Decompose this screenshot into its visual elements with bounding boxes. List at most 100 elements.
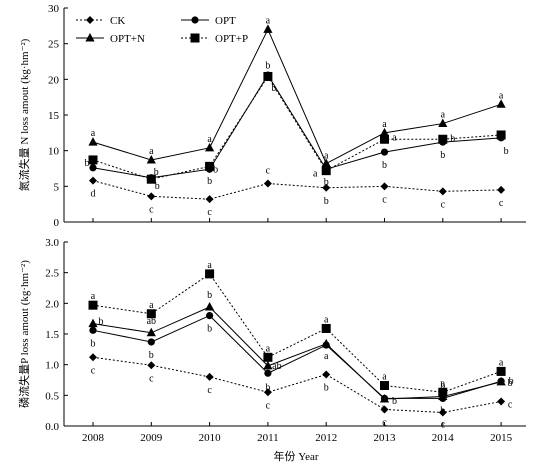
top-significance-label: a xyxy=(266,15,271,26)
bottom-data-point xyxy=(206,312,214,320)
bottom-x-ticks: 2008 2009 2010 2011 2012 2013 2014 2015 xyxy=(82,422,513,444)
bottom-y-ticks: 0.0 0.5 1.0 1.5 2.0 2.5 3.0 xyxy=(45,237,68,433)
top-y-tick-label: 0 xyxy=(54,217,60,229)
top-significance-label: b xyxy=(497,130,502,141)
bottom-y-tick-label: 1.0 xyxy=(45,360,59,372)
legend-marker xyxy=(85,33,95,42)
legend-marker xyxy=(86,16,94,24)
top-data-point xyxy=(497,185,506,194)
bottom-y-tick-label: 3.0 xyxy=(45,237,59,249)
bottom-data-point xyxy=(147,338,155,346)
legend: CK OPT OPT+N OPT+P xyxy=(76,15,248,45)
x-tick-label: 2014 xyxy=(432,432,455,444)
bottom-significance-label: b xyxy=(207,324,212,335)
bottom-significance-label: a xyxy=(149,300,154,311)
bottom-data-point xyxy=(89,326,97,334)
top-significance-label: a xyxy=(392,132,397,143)
bottom-data-point xyxy=(322,370,331,379)
bottom-series-group xyxy=(88,269,506,417)
top-series-group xyxy=(88,24,506,204)
top-significance-label: b xyxy=(324,177,329,188)
bottom-y-tick-label: 2.5 xyxy=(45,268,59,280)
x-tick-label: 2013 xyxy=(374,432,397,444)
top-significance-label: d xyxy=(91,189,96,200)
top-significance-label: a xyxy=(91,128,96,139)
n-loss-panel: 氮流失量 N loss amout (kg·hm⁻²) 0 5 10 15 20 25 30… xyxy=(17,3,526,229)
top-y-tick-label: 20 xyxy=(48,74,60,86)
top-data-point xyxy=(380,182,389,191)
top-significance-label: a xyxy=(324,151,329,162)
p-loss-panel: 磷流失量P loss amout (kg·hm⁻²) 0.0 0.5 1.0 1.5 2… xyxy=(17,237,526,444)
top-significance-label: a xyxy=(499,90,504,101)
bottom-data-point xyxy=(205,302,215,311)
bottom-y-tick-label: 0.0 xyxy=(45,421,59,433)
top-significance-label: a xyxy=(441,110,446,121)
top-y-tick-label: 25 xyxy=(48,39,60,51)
top-significance-label: c xyxy=(266,165,271,176)
top-significance-label: b xyxy=(324,196,329,207)
top-data-point xyxy=(205,142,215,152)
top-data-point xyxy=(322,183,331,192)
bottom-significance-label: b xyxy=(265,382,270,393)
bottom-significance-label: c xyxy=(266,400,271,411)
top-data-point xyxy=(438,187,447,196)
legend-label: OPT+N xyxy=(110,33,145,45)
bottom-significance-label: ab xyxy=(272,361,281,372)
bottom-series-line-opt-plus-p xyxy=(92,273,502,393)
bottom-significance-label: a xyxy=(324,339,329,350)
top-y-tick-label: 15 xyxy=(48,110,60,122)
x-tick-label: 2010 xyxy=(199,432,222,444)
bottom-significance-label: c xyxy=(508,399,513,410)
bottom-significance-label: a xyxy=(266,343,271,354)
bottom-data-point xyxy=(205,372,214,381)
top-significance-label: b xyxy=(265,60,270,71)
top-series-line-opt-plus-p xyxy=(92,75,502,180)
bottom-y-tick-label: 0.5 xyxy=(45,390,59,402)
bottom-significance-label: c xyxy=(91,365,96,376)
top-significance-label: a xyxy=(313,169,318,180)
top-data-point xyxy=(321,166,331,176)
top-y-axis-label: 氮流失量 N loss amout (kg·hm⁻²) xyxy=(17,38,31,191)
bottom-significance-label: c xyxy=(149,373,154,384)
bottom-significance-label: b xyxy=(382,404,387,415)
top-significance-label: c xyxy=(382,194,387,205)
top-significance-label: c xyxy=(441,199,446,210)
x-tick-label: 2012 xyxy=(315,432,337,444)
top-significance-label: a xyxy=(382,119,387,130)
bottom-significance-label: b xyxy=(91,338,96,349)
bottom-data-point xyxy=(263,360,273,370)
bottom-significance-label: a xyxy=(499,357,504,368)
top-data-point xyxy=(438,134,448,144)
bottom-y-tick-label: 2.0 xyxy=(45,298,59,310)
top-significance-label: c xyxy=(149,204,154,215)
top-significance-label: a xyxy=(207,134,212,145)
legend-label: CK xyxy=(110,15,125,27)
top-data-point xyxy=(146,174,156,184)
bottom-significance-label: c xyxy=(441,420,446,431)
bottom-data-point xyxy=(88,318,98,328)
top-data-point xyxy=(321,158,331,168)
x-tick-label: 2008 xyxy=(82,432,105,444)
top-y-ticks: 0 5 10 15 20 25 30 xyxy=(48,3,68,229)
bottom-data-point xyxy=(263,352,273,362)
bottom-data-point xyxy=(89,353,97,362)
bottom-data-point xyxy=(321,338,331,348)
bottom-y-tick-label: 1.5 xyxy=(45,329,59,341)
top-data-point xyxy=(146,154,156,164)
top-data-point xyxy=(438,118,448,128)
top-significance-label: b xyxy=(207,176,212,187)
top-data-point xyxy=(496,99,506,108)
legend-marker xyxy=(191,16,199,24)
bottom-data-point xyxy=(438,408,447,417)
bottom-significance-label: b xyxy=(324,382,329,393)
x-tick-label: 2011 xyxy=(257,432,279,444)
bottom-significance-label: b xyxy=(509,376,514,387)
bottom-data-point xyxy=(496,376,506,386)
top-y-tick-label: 5 xyxy=(54,181,60,193)
top-data-point xyxy=(263,179,272,188)
bottom-data-point xyxy=(147,361,156,370)
bottom-data-point xyxy=(263,388,272,397)
top-data-point xyxy=(263,24,273,33)
